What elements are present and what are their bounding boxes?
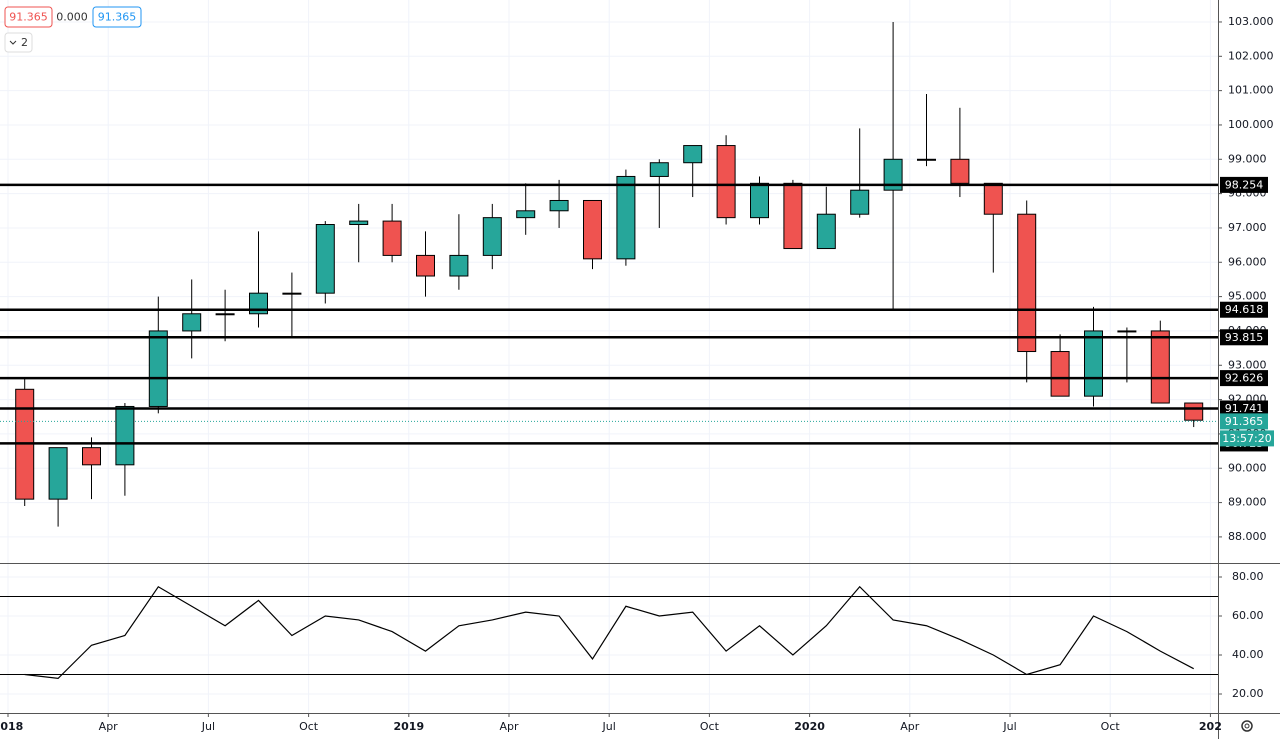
- x-tick-label: Oct: [1101, 720, 1121, 733]
- y-tick-label: 95.000: [1228, 290, 1267, 303]
- level-label: 92.626: [1225, 372, 1264, 385]
- candle-body: [850, 189, 870, 215]
- candle-body: [716, 145, 736, 219]
- x-tick-label: Oct: [700, 720, 720, 733]
- candle-body: [215, 313, 235, 316]
- y-tick-label: 60.00: [1232, 609, 1264, 622]
- legend-value: 91.365: [98, 11, 137, 24]
- x-tick-label: Jul: [602, 720, 616, 733]
- x-tick-label: Apr: [499, 720, 519, 733]
- indicator-toggle[interactable]: [4, 32, 33, 53]
- y-tick-label: 99.000: [1228, 152, 1267, 165]
- candle-body: [382, 220, 402, 256]
- candle-body: [750, 182, 769, 219]
- candle-body: [783, 182, 803, 250]
- chevron-icon: [9, 40, 17, 45]
- gear-icon: [1241, 720, 1253, 732]
- candle-body: [416, 254, 435, 277]
- y-tick-label: 20.00: [1232, 687, 1264, 700]
- x-tick-label: 202: [1199, 720, 1222, 733]
- legend-box: [4, 6, 53, 28]
- last-price-box: [1220, 413, 1268, 430]
- y-tick-label: 103.000: [1228, 15, 1274, 28]
- level-label: 93.815: [1225, 331, 1264, 344]
- level-label-box: [1220, 329, 1268, 346]
- x-tick-label: 2018: [0, 720, 23, 733]
- level-label: 94.618: [1225, 303, 1264, 316]
- candle-body: [449, 254, 469, 277]
- candle-body: [349, 220, 369, 226]
- last-price-label: 91.365: [1225, 415, 1264, 428]
- candle-body: [115, 405, 135, 466]
- y-tick-label: 97.000: [1228, 221, 1267, 234]
- x-tick-label: 2020: [794, 720, 825, 733]
- level-label: 91.741: [1225, 402, 1264, 415]
- candle-body: [1017, 213, 1037, 353]
- y-tick-label: 88.000: [1228, 530, 1267, 543]
- candle-body: [1084, 330, 1103, 397]
- x-tick-label: Apr: [99, 720, 119, 733]
- candle-body: [950, 158, 970, 184]
- candle-body: [883, 158, 903, 191]
- level-label-box: [1220, 301, 1268, 318]
- legend-value: 0.000: [56, 11, 88, 24]
- settings-button[interactable]: [1241, 720, 1253, 732]
- y-tick-label: 96.000: [1228, 255, 1267, 268]
- candle-body: [549, 199, 569, 212]
- indicator-count: 2: [21, 36, 28, 49]
- candle-body: [1050, 351, 1070, 397]
- legend-box: [92, 6, 142, 28]
- candle-body: [649, 162, 669, 177]
- y-tick-label: 101.000: [1228, 84, 1274, 97]
- y-tick-label: 93.000: [1228, 358, 1267, 371]
- x-tick-label: Jul: [1002, 720, 1016, 733]
- candle-body: [616, 175, 636, 260]
- gear-icon: [1244, 723, 1250, 729]
- candle-body: [315, 224, 335, 294]
- candle-body: [683, 145, 703, 164]
- candle-body: [148, 330, 168, 407]
- level-label-box: [1220, 176, 1268, 193]
- candle-body: [917, 158, 936, 161]
- y-tick-label: 100.000: [1228, 118, 1274, 131]
- candle-body: [1117, 330, 1137, 333]
- candle-body: [48, 447, 68, 500]
- candle-body: [583, 199, 602, 260]
- y-tick-label: 90.000: [1228, 461, 1267, 474]
- x-tick-label: Jul: [201, 720, 215, 733]
- countdown-box: [1220, 430, 1274, 447]
- candle-body: [1150, 330, 1170, 404]
- legend-value: 91.365: [9, 11, 48, 24]
- countdown-label: 13:57:20: [1222, 432, 1271, 445]
- y-tick-label: 89.000: [1228, 496, 1267, 509]
- plot: [0, 21, 1218, 680]
- candle-body: [82, 447, 101, 466]
- y-tick-label: 80.00: [1232, 570, 1264, 583]
- level-label: 98.254: [1225, 178, 1264, 191]
- legend: 91.365 0.000 91.365 2: [4, 6, 142, 53]
- level-label-box: [1220, 370, 1268, 387]
- candle-body: [516, 210, 536, 219]
- x-tick-label: Apr: [900, 720, 920, 733]
- candle-body: [182, 313, 202, 332]
- candle-body: [482, 217, 502, 256]
- y-tick-label: 102.000: [1228, 49, 1274, 62]
- candle-body: [282, 292, 302, 295]
- candle-body: [1184, 402, 1204, 421]
- candle-body: [816, 213, 836, 250]
- candle-body: [983, 182, 1003, 215]
- x-tick-label: 2019: [393, 720, 424, 733]
- level-label-box: [1220, 400, 1268, 417]
- grid: [0, 0, 1218, 713]
- x-tick-label: Oct: [299, 720, 319, 733]
- y-tick-label: 40.00: [1232, 648, 1264, 661]
- rsi-line: [24, 585, 1194, 680]
